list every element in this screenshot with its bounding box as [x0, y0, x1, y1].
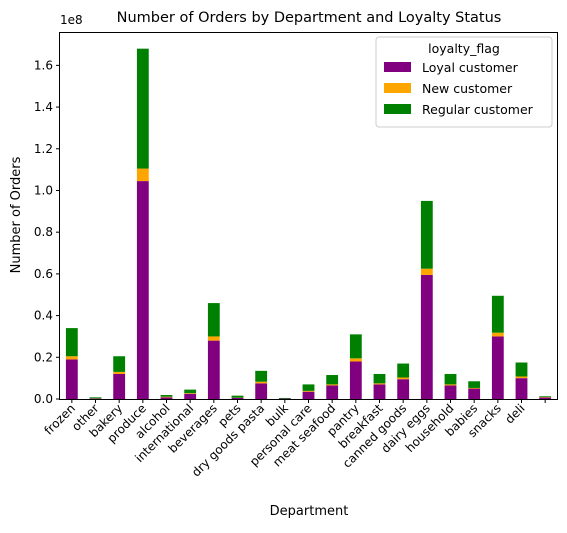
bar-segment	[66, 356, 78, 359]
bar-segment	[539, 396, 551, 397]
y-tick-label: 1.0	[34, 183, 53, 197]
bar-segment	[184, 390, 196, 394]
bar-segment	[516, 363, 528, 377]
bar-segment	[232, 396, 244, 398]
y-axis-multiplier: 1e8	[60, 13, 83, 27]
bar-segment	[161, 397, 173, 398]
bar-segment	[468, 389, 480, 399]
y-tick-label: 0.6	[34, 267, 53, 281]
bar-segment	[492, 336, 504, 399]
bar-segment	[66, 328, 78, 356]
bar-segment	[326, 375, 338, 384]
y-tick-label: 0.4	[34, 309, 53, 323]
bar-segment	[445, 384, 457, 385]
bar-segment	[208, 303, 220, 336]
bar-segment	[137, 181, 149, 399]
bar-segment	[539, 398, 551, 399]
bar-segment	[468, 381, 480, 388]
bar-segment	[137, 169, 149, 182]
bar-segment	[350, 334, 362, 358]
x-axis-label: Department	[270, 504, 349, 519]
bar-segment	[516, 376, 528, 378]
y-tick-label: 1.4	[34, 100, 53, 114]
bar-segment	[397, 378, 409, 380]
bar-segment	[374, 384, 386, 399]
legend-swatch	[384, 83, 411, 93]
legend-swatch	[384, 104, 411, 114]
bar-segment	[137, 49, 149, 169]
bar-segment	[397, 379, 409, 399]
bar-segment	[113, 374, 125, 399]
bar-segment	[303, 391, 315, 392]
y-tick-label: 0.8	[34, 225, 53, 239]
bar-segment	[161, 397, 173, 399]
bar-segment	[397, 364, 409, 378]
bar-segment	[492, 296, 504, 333]
legend-label: Regular customer	[422, 102, 534, 117]
bar-segment	[445, 374, 457, 384]
bar-segment	[326, 385, 338, 399]
bar-segment	[184, 393, 196, 394]
bar-segment	[350, 358, 362, 361]
bar-segment	[90, 397, 102, 398]
y-tick-label: 1.2	[34, 142, 53, 156]
y-ticks: 0.0 0.2 0.4 0.6 0.8 1.0 1.2 1.4 1.6	[34, 58, 60, 406]
chart-title: Number of Orders by Department and Loyal…	[117, 10, 502, 26]
legend-title: loyalty_flag	[428, 41, 500, 56]
bar-segment	[255, 371, 267, 382]
legend: loyalty_flag Loyal customer New customer R…	[376, 37, 552, 127]
y-tick-label: 0.0	[34, 392, 53, 406]
bar-segment	[255, 383, 267, 399]
bar-segment	[492, 333, 504, 337]
bar-segment	[303, 392, 315, 399]
legend-swatch	[384, 62, 411, 72]
bar-segment	[350, 361, 362, 399]
legend-label: Loyal customer	[422, 60, 519, 75]
bar-segment	[208, 341, 220, 399]
bar-segment	[326, 384, 338, 385]
bar-segment	[113, 356, 125, 372]
bar-segment	[421, 269, 433, 275]
bar-segment	[161, 395, 173, 397]
y-tick-label: 0.2	[34, 350, 53, 364]
legend-label: New customer	[422, 81, 513, 96]
bar-segment	[374, 374, 386, 383]
bar-segment	[208, 336, 220, 340]
bar-segment	[279, 398, 291, 399]
x-tick-label: deli	[502, 401, 527, 426]
bar-segment	[421, 201, 433, 269]
bar-segment	[66, 359, 78, 399]
bar-segment	[255, 382, 267, 384]
bar-segment	[468, 388, 480, 389]
bar-segment	[303, 384, 315, 390]
bar-segment	[113, 372, 125, 374]
bar-segment	[421, 275, 433, 399]
bar-segment	[184, 394, 196, 399]
x-ticks: frozenotherbakeryproducealcoholinternati…	[42, 399, 546, 480]
bar-segment	[374, 383, 386, 384]
bar-segment	[516, 378, 528, 399]
y-tick-label: 1.6	[34, 58, 53, 72]
bar-segment	[445, 385, 457, 399]
y-axis-label: Number of Orders	[9, 156, 24, 273]
bar-segment	[232, 398, 244, 399]
legend-items: Loyal customer New customer Regular custom…	[384, 60, 534, 117]
